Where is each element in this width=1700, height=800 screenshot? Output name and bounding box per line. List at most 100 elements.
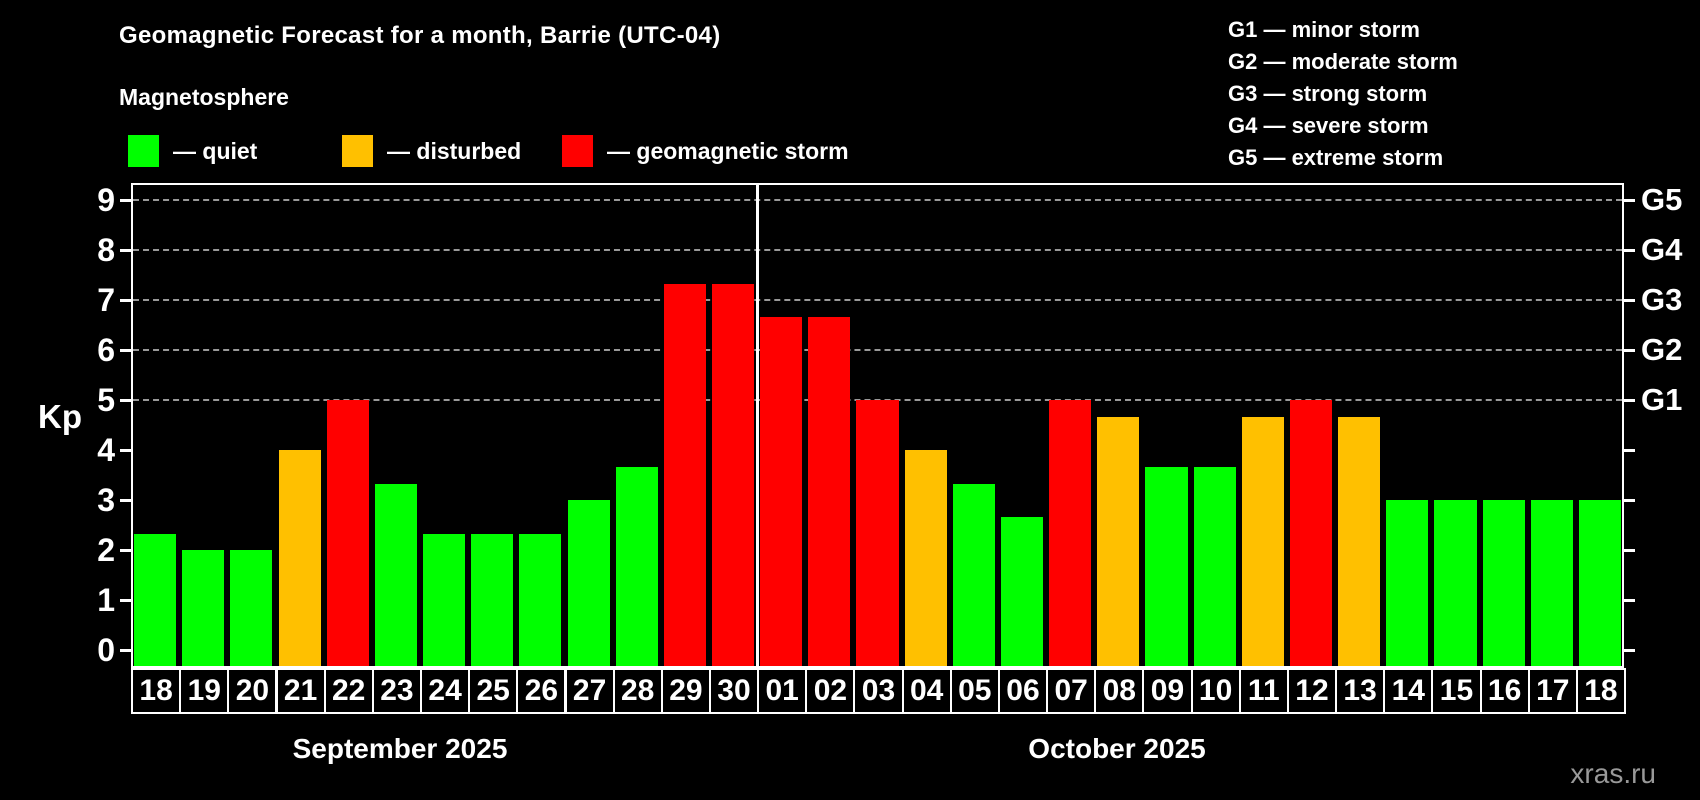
- kp-bar-day-13: [1338, 416, 1381, 668]
- date-cell-04: 04: [901, 668, 952, 714]
- right-axis-label-g4: G4: [1641, 232, 1683, 267]
- date-cell-21: 21: [275, 668, 326, 714]
- kp-bar-day-22: [326, 400, 369, 668]
- date-cell-18: 18: [1575, 668, 1626, 714]
- date-cell-03: 03: [853, 668, 904, 714]
- y-tick-label-2: 2: [97, 532, 115, 568]
- kp-bar-day-05: [952, 483, 995, 668]
- right-axis-label-g1: G1: [1641, 382, 1683, 417]
- y-tick-right-1: [1624, 598, 1635, 602]
- date-cell-28: 28: [612, 668, 663, 714]
- date-cell-29: 29: [660, 668, 711, 714]
- date-cell-15: 15: [1431, 668, 1482, 714]
- date-cell-23: 23: [371, 668, 422, 714]
- y-tick-right-2: [1624, 548, 1635, 552]
- y-tick-right-6: [1624, 348, 1635, 352]
- kp-bar-day-29: [663, 283, 706, 668]
- date-cell-27: 27: [564, 668, 615, 714]
- y-tick-left-5: [120, 398, 131, 402]
- date-cell-11: 11: [1238, 668, 1289, 714]
- y-tick-label-6: 6: [97, 332, 115, 368]
- kp-bar-day-21: [278, 450, 321, 668]
- date-cell-12: 12: [1286, 668, 1338, 714]
- kp-bar-day-18: [134, 533, 177, 668]
- y-tick-label-5: 5: [97, 382, 115, 418]
- kp-bar-day-02: [808, 316, 851, 668]
- kp-bar-day-20: [230, 550, 273, 668]
- legend-item-disturbed: — disturbed: [342, 135, 682, 167]
- kp-bar-day-04: [904, 450, 947, 668]
- g-scale-legend: G1 — minor storm G2 — moderate storm G3 — …: [1228, 14, 1458, 174]
- g-legend-line-4: G4 — severe storm: [1228, 113, 1429, 138]
- kp-bar-day-09: [1145, 466, 1188, 668]
- kp-bar-day-01: [760, 316, 803, 668]
- kp-bar-day-12: [1289, 400, 1333, 668]
- date-cell-25: 25: [468, 668, 519, 714]
- right-axis-label-g5: G5: [1641, 182, 1683, 217]
- y-tick-right-8: [1624, 248, 1635, 252]
- y-tick-left-0: [120, 648, 131, 652]
- y-tick-label-3: 3: [97, 482, 115, 518]
- legend-label-disturbed: — disturbed: [387, 138, 522, 164]
- kp-bar-day-19: [182, 550, 225, 668]
- y-tick-left-8: [120, 248, 131, 252]
- y-tick-right-5: [1624, 398, 1635, 402]
- date-cell-13: 13: [1335, 668, 1386, 714]
- month-separator-line: [755, 183, 759, 668]
- y-tick-label-1: 1: [97, 582, 115, 618]
- kp-bar-day-17: [1530, 500, 1573, 668]
- kp-bar-day-10: [1193, 466, 1236, 668]
- y-tick-right-0: [1624, 648, 1635, 652]
- y-tick-left-9: [120, 198, 131, 202]
- legend-label-storm: — geomagnetic storm: [607, 138, 849, 164]
- kp-bar-day-27: [567, 500, 610, 668]
- kp-bar-day-15: [1434, 500, 1477, 668]
- y-tick-left-2: [120, 548, 131, 552]
- y-tick-label-9: 9: [97, 182, 115, 218]
- gridline-kp7: [133, 299, 1622, 301]
- gridline-kp6: [133, 349, 1622, 351]
- kp-bar-day-14: [1386, 500, 1429, 668]
- date-cell-18: 18: [131, 668, 182, 714]
- date-cell-22: 22: [323, 668, 374, 714]
- gridline-kp8: [133, 249, 1622, 251]
- magnetosphere-label: Magnetosphere: [119, 84, 289, 110]
- y-tick-right-3: [1624, 498, 1635, 502]
- kp-bar-day-26: [519, 533, 562, 668]
- kp-bar-day-28: [615, 466, 658, 668]
- gridline-kp9: [133, 199, 1622, 201]
- y-tick-right-9: [1624, 198, 1635, 202]
- legend-item-storm: — geomagnetic storm: [562, 135, 902, 167]
- kp-bar-day-30: [711, 283, 755, 668]
- kp-bar-day-25: [471, 533, 514, 668]
- date-cell-26: 26: [516, 668, 567, 714]
- date-cell-24: 24: [420, 668, 471, 714]
- right-axis-label-g2: G2: [1641, 332, 1683, 367]
- y-tick-label-8: 8: [97, 232, 115, 268]
- kp-bar-day-03: [856, 400, 899, 668]
- kp-bar-day-16: [1482, 500, 1525, 668]
- date-cell-08: 08: [1094, 668, 1145, 714]
- y-tick-left-6: [120, 348, 131, 352]
- legend-label-quiet: — quiet: [173, 138, 258, 164]
- date-cell-02: 02: [805, 668, 856, 714]
- kp-bar-day-07: [1049, 400, 1092, 668]
- date-cell-09: 09: [1142, 668, 1193, 714]
- date-cell-17: 17: [1527, 668, 1578, 714]
- y-tick-label-4: 4: [97, 432, 115, 468]
- kp-bar-day-11: [1241, 416, 1284, 668]
- date-cell-19: 19: [179, 668, 230, 714]
- quiet-swatch-icon: [128, 135, 159, 167]
- legend-item-quiet: — quiet: [128, 135, 468, 167]
- date-cell-16: 16: [1479, 668, 1530, 714]
- kp-bar-day-18: [1578, 500, 1621, 668]
- date-cell-07: 07: [1046, 668, 1097, 714]
- g-legend-line-2: G2 — moderate storm: [1228, 49, 1458, 74]
- chart-title: Geomagnetic Forecast for a month, Barrie…: [119, 22, 721, 49]
- right-axis-label-g3: G3: [1641, 282, 1683, 317]
- g-legend-line-3: G3 — strong storm: [1228, 81, 1428, 106]
- y-tick-label-0: 0: [97, 632, 115, 668]
- date-cell-10: 10: [1190, 668, 1241, 714]
- date-cell-30: 30: [708, 668, 760, 714]
- storm-swatch-icon: [562, 135, 593, 167]
